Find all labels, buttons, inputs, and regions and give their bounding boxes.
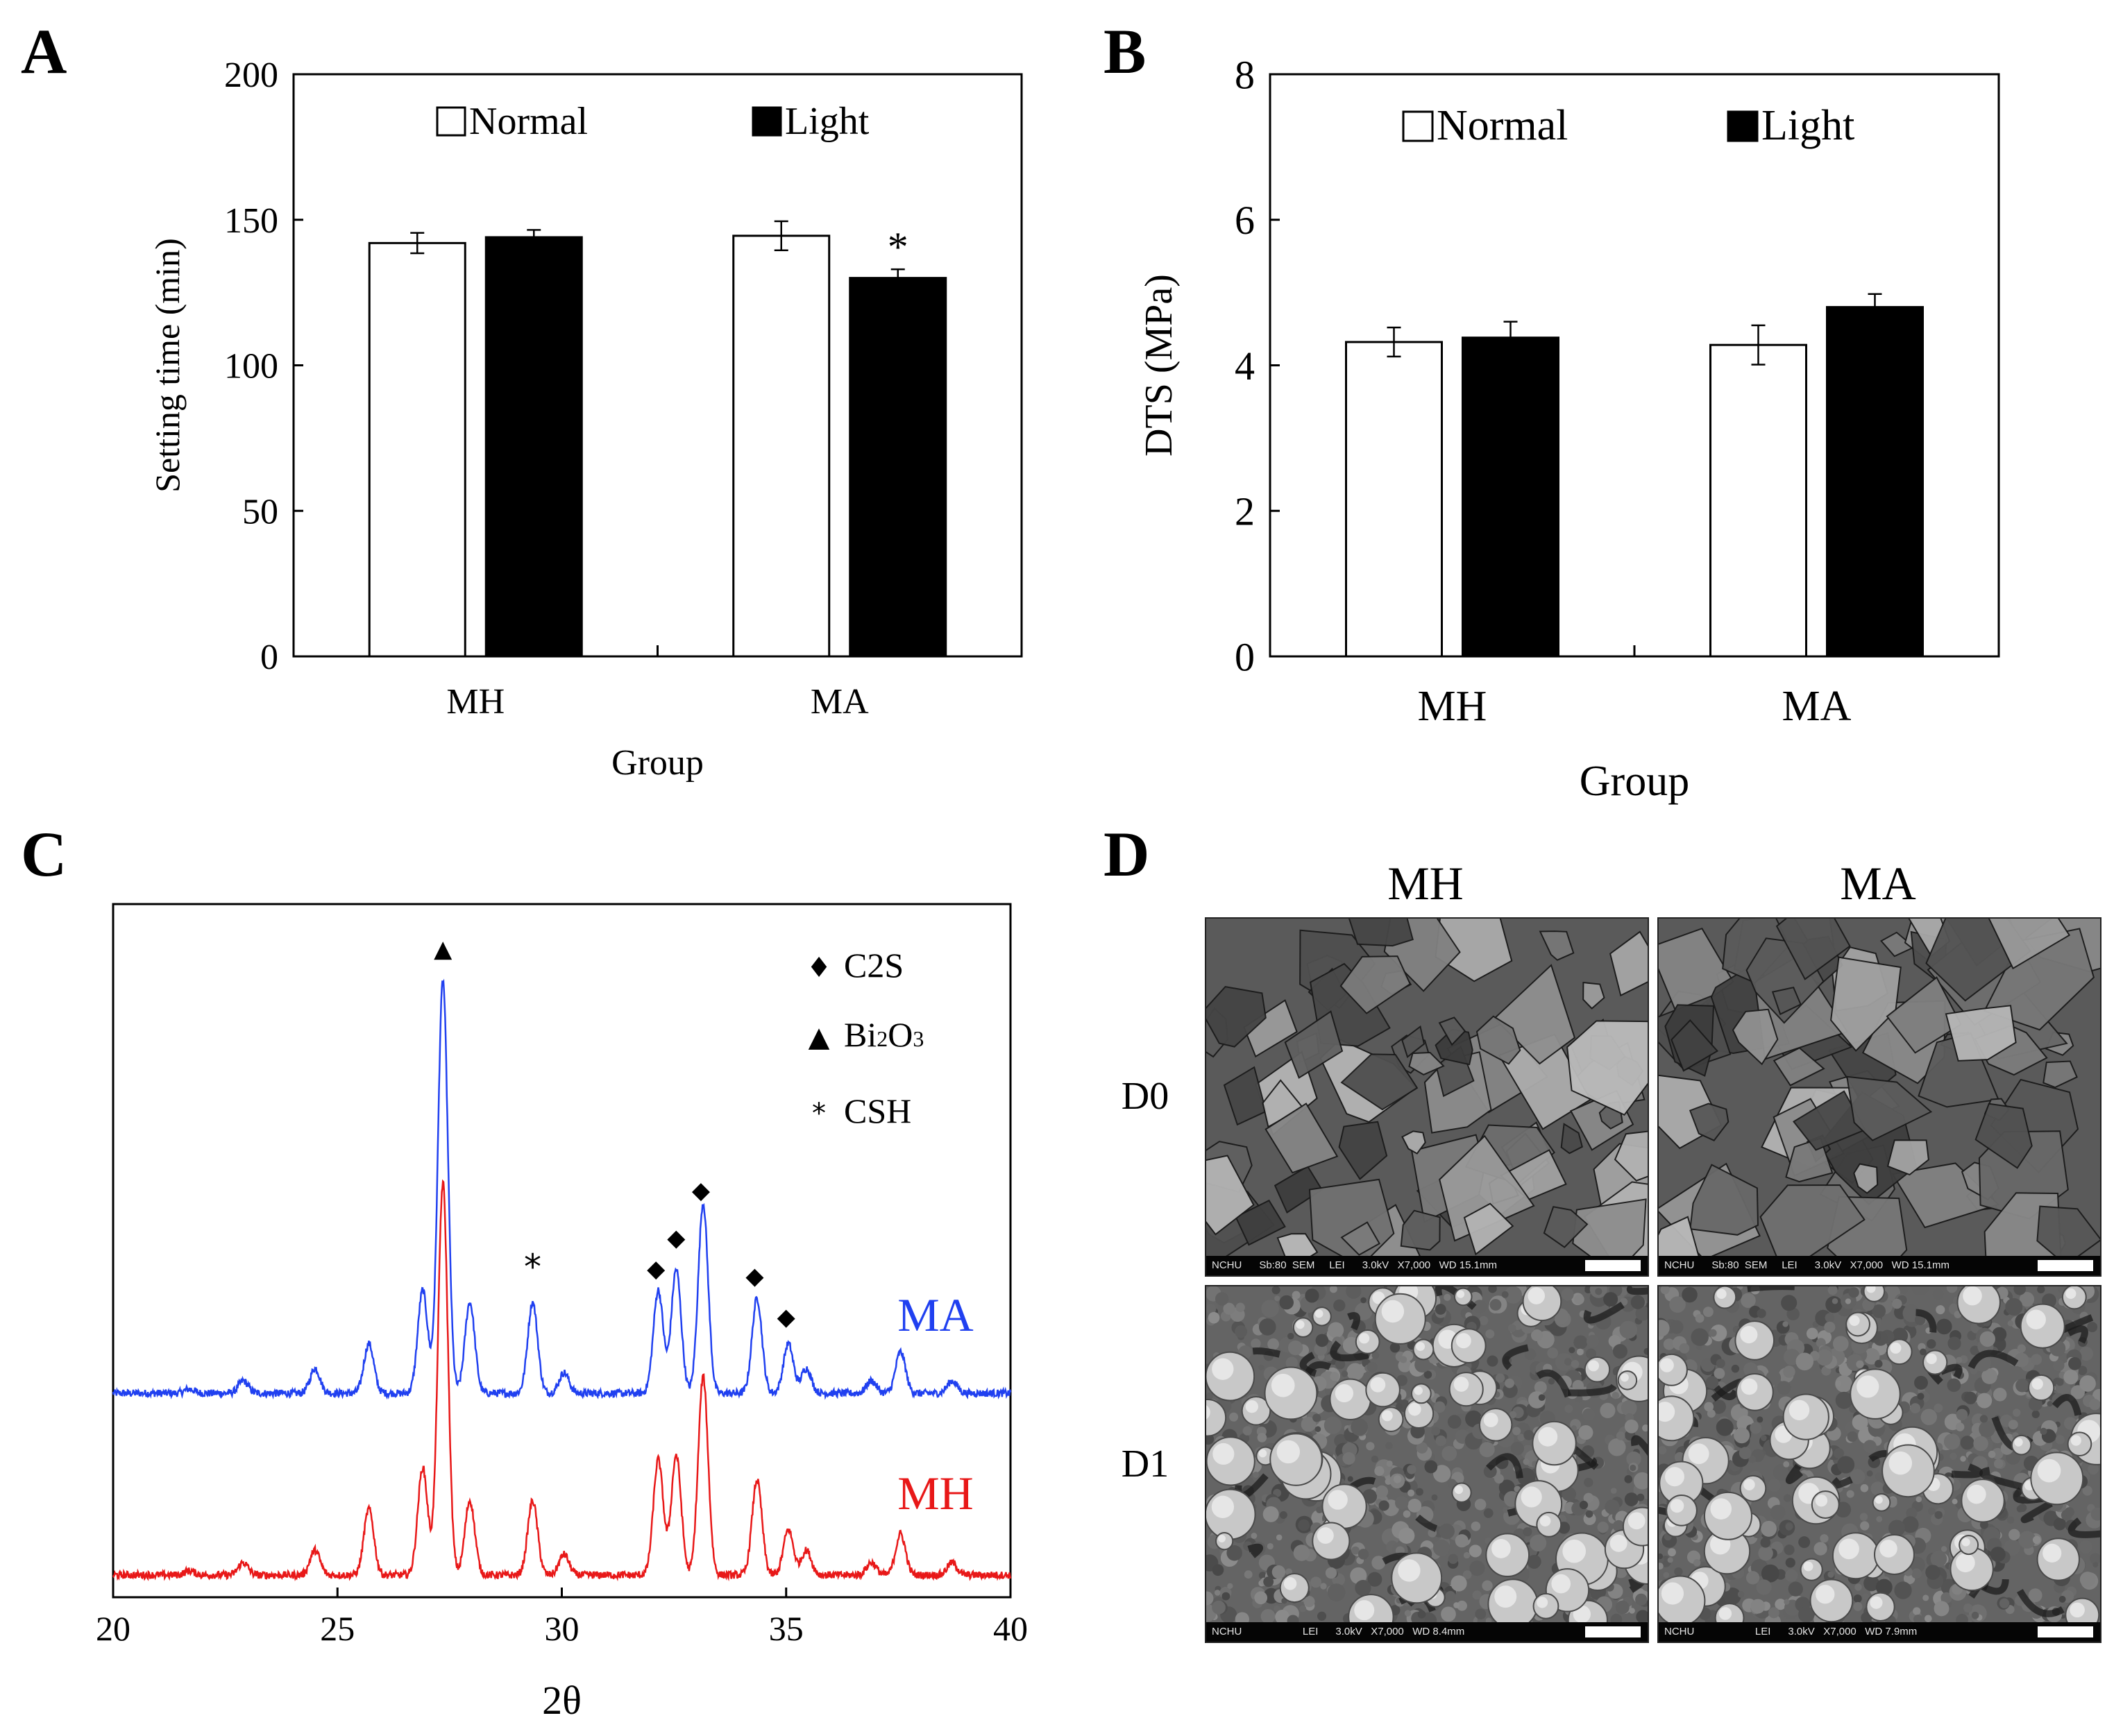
peak-marker-c2s: ◆ [745, 1263, 764, 1291]
bar-light-ma [849, 277, 947, 658]
y-tick-label: 2 [1235, 489, 1255, 534]
peak-marker-bi2o3: ▲ [434, 935, 452, 963]
xrd-trace-ma [112, 978, 1012, 1400]
y-tick-label: 8 [1235, 52, 1255, 97]
sem-texture [1206, 919, 1648, 1256]
peak-marker-c2s: ◆ [667, 1224, 686, 1252]
series-label-mh: MH [897, 1467, 974, 1520]
x-tick-label: 35 [769, 1609, 804, 1648]
scale-bar [2038, 1260, 2093, 1271]
bar-normal-mh [368, 241, 466, 658]
sem-texture [1206, 1286, 1648, 1622]
y-axis-title: Setting time (min) [148, 238, 187, 493]
sem-info-bar: NCHU Sb:80 SEM LEI 3.0kV X7,000 WD 15.1m… [1659, 1256, 2100, 1275]
sem-texture [1659, 1286, 2100, 1622]
x-tick-label: 20 [96, 1609, 130, 1648]
x-tick-label: MA [811, 682, 869, 722]
sem-image-d0-mh: NCHU Sb:80 SEM LEI 3.0kV X7,000 WD 15.1m… [1205, 917, 1649, 1277]
legend-label: CSH [844, 1091, 911, 1130]
scale-bar [1585, 1260, 1641, 1271]
x-axis-title: Group [611, 743, 704, 783]
sem-image-d1-mh: NCHU LEI 3.0kV X7,000 WD 8.4mm [1205, 1285, 1649, 1643]
scale-bar [1585, 1626, 1641, 1637]
legend-label-light: Light [1761, 102, 1854, 149]
sem-image-d0-ma: NCHU Sb:80 SEM LEI 3.0kV X7,000 WD 15.1m… [1657, 917, 2101, 1277]
sem-image-d1-ma: NCHU LEI 3.0kV X7,000 WD 7.9mm [1657, 1285, 2101, 1643]
legend-symbol: * [812, 1098, 826, 1130]
legend-symbol: ▲ [809, 1021, 830, 1053]
panel-d-labels: MH MA D0 D1 [1122, 857, 1916, 1486]
x-axis-title: Group [1580, 758, 1689, 805]
x-tick-label: 30 [545, 1609, 580, 1648]
plot-frame [112, 903, 1012, 1599]
legend-label-normal: Normal [1437, 102, 1568, 149]
y-tick-label: 0 [260, 638, 278, 677]
panel-label-d: D [1103, 819, 1149, 890]
sem-texture [1659, 919, 2100, 1256]
x-tick-label: MH [1418, 683, 1487, 730]
row-label-d1: D1 [1122, 1443, 1169, 1486]
significance-marker: * [888, 224, 908, 270]
x-tick-label: MH [446, 682, 505, 722]
bar-light-mh [484, 236, 583, 658]
legend-label: Bi2O3 [844, 1015, 924, 1054]
y-tick-label: 0 [1235, 634, 1255, 679]
y-tick-label: 4 [1235, 343, 1255, 389]
y-axis-title: DTS (MPa) [1137, 274, 1181, 457]
y-tick-label: 100 [224, 347, 278, 386]
bar-normal-mh [1345, 341, 1443, 658]
scale-bar [2038, 1626, 2093, 1637]
peak-marker-c2s: ◆ [777, 1304, 796, 1331]
row-label-d0: D0 [1122, 1075, 1169, 1118]
legend-swatch-light [752, 106, 782, 137]
legend-swatch-light [1727, 110, 1759, 142]
column-label-mh: MH [1387, 857, 1464, 910]
sem-info-bar: NCHU LEI 3.0kV X7,000 WD 8.4mm [1206, 1622, 1648, 1642]
y-tick-label: 150 [224, 201, 278, 241]
bar-light-ma [1826, 306, 1924, 658]
panel-label-c: C [21, 819, 67, 890]
series-label-ma: MA [897, 1288, 974, 1341]
peak-marker-csh: * [524, 1247, 541, 1287]
bar-light-mh [1462, 337, 1559, 658]
column-label-ma: MA [1840, 857, 1916, 910]
sem-info-bar: NCHU Sb:80 SEM LEI 3.0kV X7,000 WD 15.1m… [1206, 1256, 1648, 1275]
panel-label-a: A [21, 16, 67, 87]
legend-label-light: Light [785, 100, 870, 143]
xrd-trace-mh [112, 1179, 1012, 1582]
x-tick-label: 25 [320, 1609, 355, 1648]
y-tick-label: 50 [242, 492, 278, 531]
x-axis-title: 2θ [542, 1678, 582, 1723]
x-tick-label: 40 [993, 1609, 1028, 1648]
legend-swatch-normal [1402, 110, 1434, 142]
y-tick-label: 200 [224, 56, 278, 95]
y-tick-label: 6 [1235, 198, 1255, 243]
legend-label: C2S [844, 946, 904, 985]
bar-normal-ma [732, 235, 831, 658]
peak-marker-c2s: ◆ [647, 1255, 666, 1283]
x-tick-label: MA [1782, 683, 1852, 730]
peak-marker-c2s: ◆ [692, 1177, 711, 1205]
legend-label-normal: Normal [469, 100, 588, 143]
panel-label-b: B [1103, 16, 1146, 87]
sem-info-bar: NCHU LEI 3.0kV X7,000 WD 7.9mm [1659, 1622, 2100, 1642]
chart-a-setting-time: 0 50 100 150 200 MH MA * Normal Light Group Setting… [148, 56, 1023, 783]
legend-symbol: ♦ [806, 952, 831, 984]
chart-b-dts: 0 2 4 6 8 MH MA Normal Light Group DTS (MPa) [1137, 52, 2000, 805]
bar-normal-ma [1709, 343, 1807, 658]
legend-swatch-normal [436, 106, 466, 137]
